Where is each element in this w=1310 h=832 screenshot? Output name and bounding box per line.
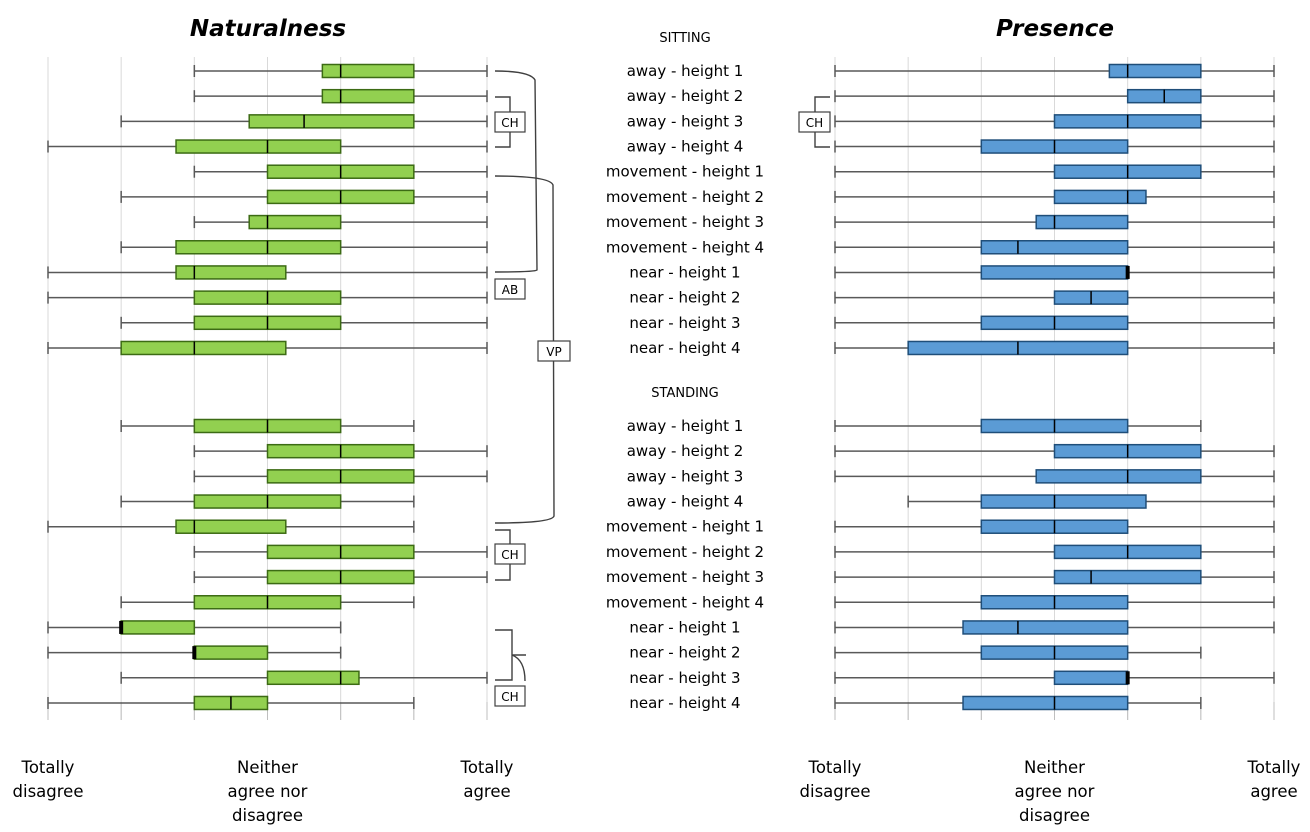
box (175, 240, 342, 255)
annotation-label: CH (806, 116, 823, 130)
x-tick-label: agree (1250, 782, 1297, 801)
row-label: movement - height 4 (606, 593, 764, 611)
annotation-label: CH (501, 116, 518, 130)
box (120, 620, 196, 635)
box (1053, 569, 1202, 585)
bracket (495, 629, 526, 681)
row-label: near - height 3 (629, 669, 740, 687)
box (962, 620, 1129, 635)
box (962, 695, 1129, 711)
row-label: away - height 1 (627, 417, 744, 435)
box (1053, 189, 1147, 205)
section-title: SITTING (659, 31, 710, 46)
x-tick-label: Totally (808, 758, 862, 777)
x-tick-label: Neither (237, 758, 298, 777)
bracket (511, 654, 526, 682)
row-label: movement - height 4 (606, 238, 764, 256)
annotation-label: CH (501, 690, 518, 704)
x-tick-label: Neither (1024, 758, 1085, 777)
x-tick-label: agree nor (228, 782, 308, 801)
box (980, 494, 1147, 509)
text-layer: Naturalness Totally disagree Neither agree n… (13, 16, 1301, 825)
section-title: STANDING (651, 386, 718, 401)
row-label: near - height 3 (629, 314, 740, 332)
x-tick-label: agree (463, 782, 510, 801)
box (1108, 63, 1202, 79)
x-tick-label: Totally (460, 758, 514, 777)
annotation-box (798, 111, 831, 133)
box (175, 139, 342, 154)
bracket (494, 70, 538, 273)
box (175, 265, 287, 280)
x-tick-label: Totally (21, 758, 75, 777)
x-tick-label: disagree (232, 806, 303, 825)
row-label: near - height 4 (629, 339, 740, 357)
box (248, 114, 415, 129)
annotation-box (494, 111, 526, 133)
row-label: away - height 2 (627, 442, 744, 460)
row-label: movement - height 2 (606, 543, 764, 561)
bracket-layer (494, 70, 831, 707)
box (266, 670, 360, 686)
annotation-box (494, 543, 526, 565)
annotation-box (494, 278, 526, 300)
row-label: near - height 4 (629, 694, 740, 712)
box-layer (47, 63, 1275, 711)
x-tick-label: disagree (13, 782, 84, 801)
row-label: movement - height 2 (606, 188, 764, 206)
row-label: away - height 2 (627, 87, 744, 105)
row-label: away - height 3 (627, 112, 744, 130)
x-tick-label: disagree (800, 782, 871, 801)
row-label: away - height 4 (627, 138, 744, 156)
row-label: near - height 2 (629, 644, 740, 662)
box (980, 265, 1129, 280)
row-label: away - height 4 (627, 493, 744, 511)
box (321, 63, 415, 79)
x-tick-label: agree nor (1015, 782, 1095, 801)
box (193, 645, 269, 660)
row-label: near - height 1 (629, 263, 740, 281)
box (175, 519, 287, 534)
row-label: away - height 3 (627, 467, 744, 485)
x-tick-label: disagree (1019, 806, 1090, 825)
box (120, 340, 287, 356)
annotation-box (494, 685, 526, 707)
box (980, 240, 1129, 255)
row-label: near - height 1 (629, 618, 740, 636)
box (248, 214, 342, 230)
box (1035, 469, 1202, 484)
annotation-label: VP (546, 345, 561, 359)
row-label: movement - height 3 (606, 568, 764, 586)
row-label: movement - height 1 (606, 518, 764, 536)
annotation-label: CH (501, 548, 518, 562)
annotation-label: AB (502, 283, 518, 297)
annotation-box (537, 340, 571, 362)
box (1035, 214, 1129, 230)
row-label: near - height 2 (629, 289, 740, 307)
row-label: movement - height 3 (606, 213, 764, 231)
x-tick-label: Totally (1247, 758, 1301, 777)
box (321, 88, 415, 104)
box (1053, 670, 1129, 686)
row-label: movement - height 1 (606, 163, 764, 181)
panel-title: Naturalness (190, 16, 346, 42)
panel-title: Presence (996, 16, 1114, 42)
row-label: away - height 1 (627, 62, 744, 80)
